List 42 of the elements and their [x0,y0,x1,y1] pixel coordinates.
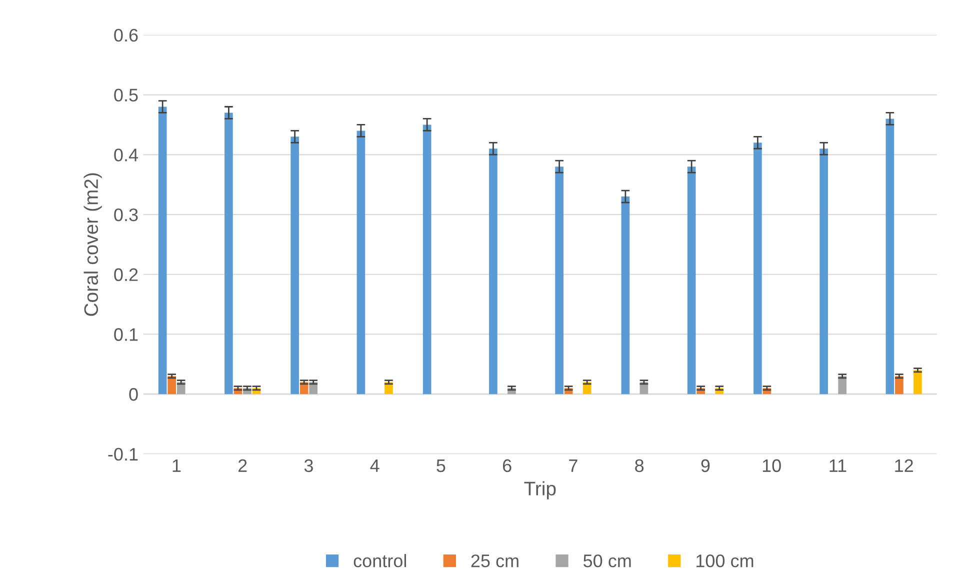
bar [754,142,762,394]
bar [158,106,167,394]
legend-label: 25 cm [471,554,518,568]
bar [422,124,432,394]
x-tick-label: 11 [830,459,846,472]
y-tick-label: 0.2 [114,268,138,282]
x-tick-label: 5 [436,459,446,472]
y-tick-label: 0.6 [114,28,138,42]
y-tick-label: 0 [129,388,138,401]
bar [168,376,176,394]
x-tick-label: 1 [172,459,181,472]
x-tick-label: 2 [238,459,247,472]
bar [838,376,846,394]
x-axis-title: Trip [524,481,556,500]
y-tick-label: 0.3 [114,208,138,222]
legend-label: 100 cm [696,554,754,568]
bar [224,112,233,394]
bar [555,166,564,394]
bar [621,196,630,394]
x-tick-label: 3 [304,459,313,472]
x-tick-label: 4 [370,459,380,472]
bar [687,166,696,394]
bar [895,376,904,394]
x-tick-label: 6 [502,459,512,472]
y-tick-label: 0.1 [114,328,138,341]
bar [820,148,828,394]
bar [489,148,498,394]
bar [886,118,894,394]
x-tick-label: 9 [701,459,710,472]
bar [356,130,366,394]
y-tick-label: -0.1 [108,448,138,461]
legend-label: control [354,554,406,568]
x-tick-label: 7 [569,459,578,472]
x-tick-label: 8 [635,459,644,472]
x-tick-label: 12 [895,459,913,472]
y-tick-label: 0.4 [114,148,138,162]
x-tick-label: 10 [762,459,781,472]
bar [914,370,922,394]
legend-label: 50 cm [583,554,631,568]
y-tick-label: 0.5 [114,88,138,102]
y-axis-title: Coral cover (m2) [84,173,102,316]
bar [290,136,299,394]
